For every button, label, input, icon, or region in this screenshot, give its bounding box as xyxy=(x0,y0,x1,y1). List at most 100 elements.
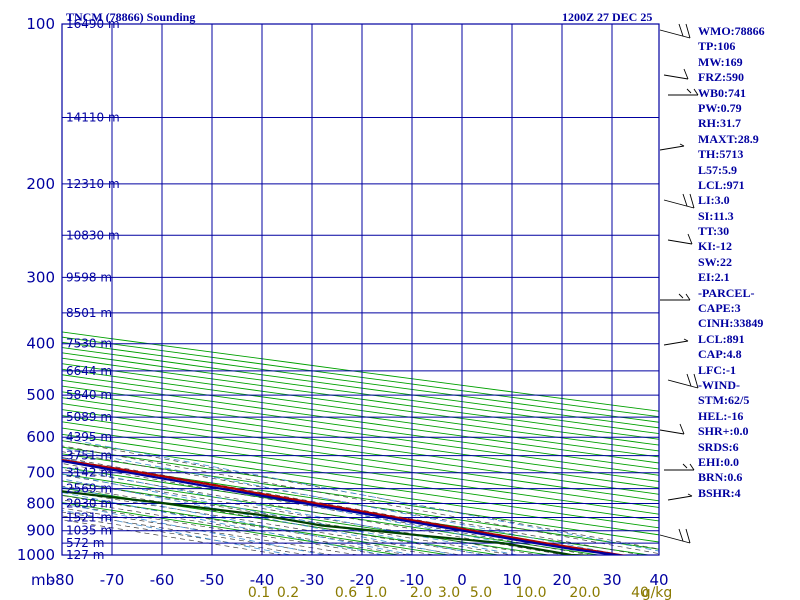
temperature-tick-label: -70 xyxy=(100,571,125,589)
dry-adiabat xyxy=(62,397,659,482)
index-item: LCL:891 xyxy=(698,331,745,346)
dry-adiabat xyxy=(62,347,659,429)
temperature-tick-label: -20 xyxy=(350,571,375,589)
height-label: 9598 m xyxy=(66,270,112,284)
moist-adiabat xyxy=(62,519,286,555)
chart-title: TNCM (78866) Sounding xyxy=(66,10,195,24)
index-item: TH:5713 xyxy=(698,147,744,162)
pressure-label: 700 xyxy=(26,464,55,482)
height-label: 5089 m xyxy=(66,410,112,424)
dry-adiabat xyxy=(62,433,659,522)
dry-adiabat xyxy=(62,494,452,555)
index-item: EI:2.1 xyxy=(698,270,730,285)
wind-barb-feather xyxy=(687,493,693,497)
moist-adiabat xyxy=(62,515,310,555)
index-item: -WIND- xyxy=(698,377,740,392)
mixing-ratio-label: 20.0 xyxy=(569,585,600,600)
height-label: 3142 m xyxy=(66,466,112,480)
wind-barb-staff xyxy=(667,379,699,389)
dry-adiabat xyxy=(62,368,659,452)
mixing-ratio-label: 0.1 xyxy=(248,585,270,600)
moist-adiabat xyxy=(62,511,335,555)
series-lines xyxy=(62,458,627,555)
index-item: -PARCEL- xyxy=(698,285,755,300)
dry-adiabat xyxy=(62,341,659,423)
mixing-ratio-line xyxy=(62,478,458,555)
index-item: TT:30 xyxy=(698,224,730,239)
index-item: MW:169 xyxy=(698,54,743,69)
wind-barbs xyxy=(659,23,699,544)
mixing-ratio-line xyxy=(62,503,327,555)
temperature-tick-label: -80 xyxy=(50,571,75,589)
wind-barb-staff xyxy=(659,429,685,435)
y-axis-unit-label: mb xyxy=(31,571,55,589)
wind-barb-feather xyxy=(685,23,691,39)
wind-barb-feather xyxy=(685,293,691,301)
temperature-tick-label: -10 xyxy=(400,571,425,589)
mixing-ratio-line xyxy=(62,492,386,555)
dry-adiabat xyxy=(62,453,659,543)
wind-barb-feather xyxy=(678,293,684,299)
pressure-label: 300 xyxy=(26,268,55,286)
index-item: BRN:0.6 xyxy=(698,470,743,485)
index-item: WMO:78866 xyxy=(698,24,765,38)
mixing-ratio-label: 3.0 xyxy=(438,585,460,600)
wind-barb-feather xyxy=(686,88,692,94)
index-item: LI:3.0 xyxy=(698,193,730,208)
dry-adiabat xyxy=(62,487,502,555)
wind-barb-staff xyxy=(667,239,693,245)
mixing-ratio-label: 40 xyxy=(631,585,649,600)
moist-adiabat xyxy=(62,485,488,555)
dry-adiabat xyxy=(62,473,602,555)
moist-adiabat xyxy=(62,503,386,555)
dry-adiabat xyxy=(62,421,659,508)
stability-indices-list: WMO:78866 TP:106 MW:169 FRZ:590 WB0:741 PW:0.… xyxy=(698,24,765,501)
dry-adiabat xyxy=(62,357,659,440)
wind-barb-feather xyxy=(685,528,691,544)
dry-adiabat xyxy=(62,466,652,555)
moist-adiabat xyxy=(62,445,659,554)
parcel-line xyxy=(62,459,625,555)
wind-barb-feather xyxy=(679,143,685,147)
dry-adiabat xyxy=(62,480,552,555)
height-label: 1035 m xyxy=(66,524,112,538)
mixing-ratio-line xyxy=(62,473,485,555)
wind-barb-feather xyxy=(683,68,689,80)
dewpoint-line xyxy=(62,490,596,555)
dry-adiabat xyxy=(62,385,659,470)
height-label: 4395 m xyxy=(66,430,112,444)
wind-barb-feather xyxy=(682,463,688,469)
index-item: CAPE:3 xyxy=(698,301,741,316)
dry-adiabat xyxy=(62,427,659,515)
height-label: 572 m xyxy=(66,536,104,550)
dry-adiabat xyxy=(62,409,659,495)
temperature-tick-label: 30 xyxy=(602,571,621,589)
mixing-ratio-label: 0.2 xyxy=(277,585,299,600)
index-item: CAP:4.8 xyxy=(698,347,742,362)
pressure-label: 600 xyxy=(26,428,55,446)
mixing-ratio-label: 10.0 xyxy=(515,585,546,600)
dry-adiabat xyxy=(62,363,659,446)
dry-adiabat xyxy=(62,374,659,458)
index-item: SW:22 xyxy=(698,254,733,269)
wind-barb-feather xyxy=(689,193,695,209)
dry-adiabat xyxy=(62,352,659,435)
wind-barb-feather xyxy=(687,233,693,245)
index-item: TP:106 xyxy=(698,39,736,54)
height-label: 7530 m xyxy=(66,337,112,351)
moist-adiabat xyxy=(62,480,514,555)
pressure-label: 800 xyxy=(26,495,55,513)
grid-lines xyxy=(61,23,660,556)
wind-barb-staff xyxy=(663,74,689,80)
wind-barb-staff xyxy=(663,199,695,209)
index-item: HEL:-16 xyxy=(698,408,744,423)
temperature-tick-label: 40 xyxy=(649,571,668,589)
pressure-label: 900 xyxy=(26,522,55,540)
wind-barb-feather xyxy=(686,373,692,387)
pressure-label: 500 xyxy=(26,386,55,404)
index-item: BSHR:4 xyxy=(698,485,741,500)
mixing-ratio-line xyxy=(62,447,625,555)
index-item: L57:5.9 xyxy=(698,162,737,177)
